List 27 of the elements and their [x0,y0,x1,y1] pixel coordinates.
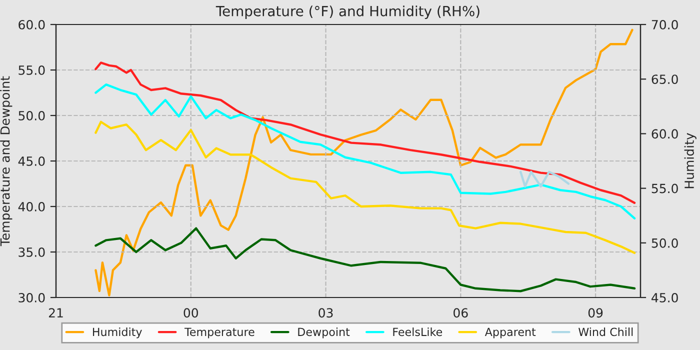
y2-tick-label: 60.0 [652,129,678,139]
y2-tick-label: 50.0 [652,238,678,248]
legend-label: Apparent [484,328,536,338]
y-tick-label: 30.0 [18,292,45,302]
x-tick-label: 00 [184,308,198,318]
y2-axis-title: Humidity [684,133,696,188]
y2-tick-label: 45.0 [652,292,678,302]
y-tick-label: 35.0 [18,247,45,257]
y2-tick-label: 55.0 [652,184,678,194]
legend-label: Dewpoint [298,327,350,338]
y-tick-label: 60.0 [18,20,45,30]
legend-label: Wind Chill [578,327,633,336]
x-tick-label: 09 [588,308,603,318]
y2-tick-label: 65.0 [652,74,678,84]
y-tick-label: 50.0 [18,110,45,120]
x-tick-label: 03 [318,308,333,318]
chart-title: Temperature (°F) and Humidity (RH%) [216,6,480,20]
y-axis-title: Temperature and Dewpoint [0,76,12,246]
x-tick-label: 21 [48,308,63,318]
y-tick-label: 45.0 [18,156,45,166]
legend-label: FeelsLike [393,327,442,336]
legend-label: Temperature [184,328,254,338]
y-tick-label: 55.0 [18,65,45,75]
y-tick-label: 40.0 [18,202,45,212]
x-tick-label: 06 [454,308,468,318]
y2-tick-label: 70.0 [652,20,678,30]
legend-label: Humidity [93,327,142,338]
